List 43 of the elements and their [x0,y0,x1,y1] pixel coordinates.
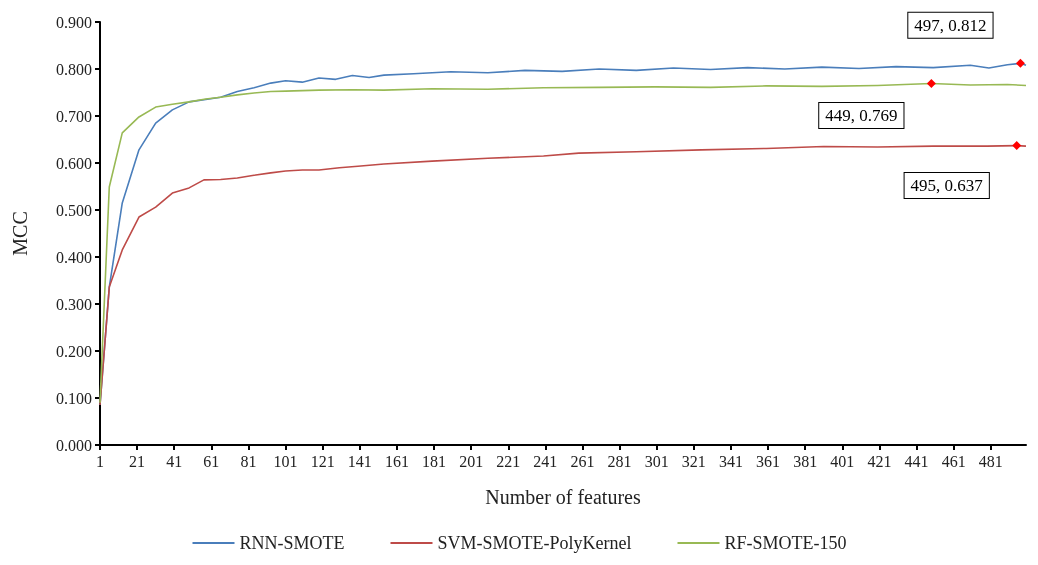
x-tick-label: 61 [203,452,220,470]
x-tick-label: 181 [422,452,447,470]
x-tick-label: 81 [240,452,257,470]
annotation: 497, 0.812 [914,15,987,35]
x-tick-label: 21 [129,452,146,470]
y-tick-label: 0.200 [56,342,92,360]
y-tick-label: 0.300 [56,295,92,313]
x-tick-label: 201 [459,452,484,470]
legend-label: RF-SMOTE-150 [724,533,847,553]
x-tick-label: 121 [310,452,335,470]
x-tick-label: 361 [756,452,781,470]
y-tick-label: 0.100 [56,389,92,407]
x-tick-label: 281 [607,452,632,470]
x-tick-label: 41 [166,452,183,470]
y-tick-label: 0.700 [56,107,92,125]
x-tick-label: 341 [718,452,743,470]
y-tick-label: 0.400 [56,248,92,266]
x-tick-label: 161 [384,452,409,470]
x-tick-label: 461 [941,452,966,470]
x-tick-label: 241 [533,452,558,470]
x-tick-label: 101 [273,452,298,470]
x-tick-label: 441 [904,452,929,470]
legend-label: RNN-SMOTE [239,533,345,553]
x-tick-label: 1 [96,452,104,470]
legend-label: SVM-SMOTE-PolyKernel [437,533,632,553]
x-tick-label: 221 [496,452,521,470]
y-tick-label: 0.900 [56,13,92,31]
y-tick-label: 0.000 [56,436,92,454]
y-tick-label: 0.800 [56,60,92,78]
x-tick-label: 481 [978,452,1003,470]
x-tick-label: 301 [644,452,669,470]
x-tick-label: 321 [681,452,706,470]
y-tick-label: 0.600 [56,154,92,172]
x-tick-label: 261 [570,452,595,470]
y-axis-title: MCC [9,211,31,256]
annotation: 449, 0.769 [825,106,898,126]
annotation: 495, 0.637 [910,176,984,196]
x-tick-label: 421 [867,452,892,470]
x-tick-label: 381 [793,452,818,470]
x-tick-label: 401 [830,452,855,470]
x-axis-title: Number of features [485,486,641,508]
x-tick-label: 141 [347,452,372,470]
y-tick-label: 0.500 [56,201,92,219]
